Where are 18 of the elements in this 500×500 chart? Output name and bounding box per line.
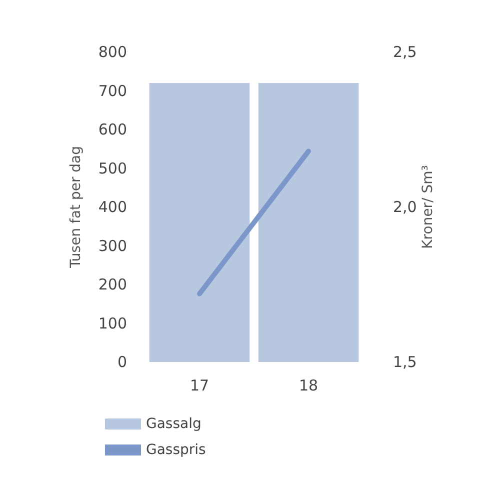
y2-axis-title: Kroner/ Sm³ [420,165,436,249]
x-tick-label: 18 [298,376,318,394]
y2-tick-label: 2,5 [393,43,417,61]
y-tick-label: 100 [98,314,127,332]
y2-tick-label: 1,5 [393,353,417,371]
x-tick-label: 17 [190,376,210,394]
y-tick-label: 800 [98,43,127,61]
y2-tick-label: 2,0 [393,198,417,216]
legend-label: Gassalg [146,416,202,432]
y-tick-label: 600 [98,120,127,138]
y-tick-label: 400 [98,198,127,216]
y-tick-label: 700 [98,82,127,100]
y-tick-label: 200 [98,276,127,294]
y-tick-label: 0 [117,353,127,371]
legend-label: Gasspris [146,442,206,458]
y-tick-label: 500 [98,159,127,178]
y-tick-label: 300 [98,236,127,255]
y-axis-title: Tusen fat per dag [68,146,84,270]
